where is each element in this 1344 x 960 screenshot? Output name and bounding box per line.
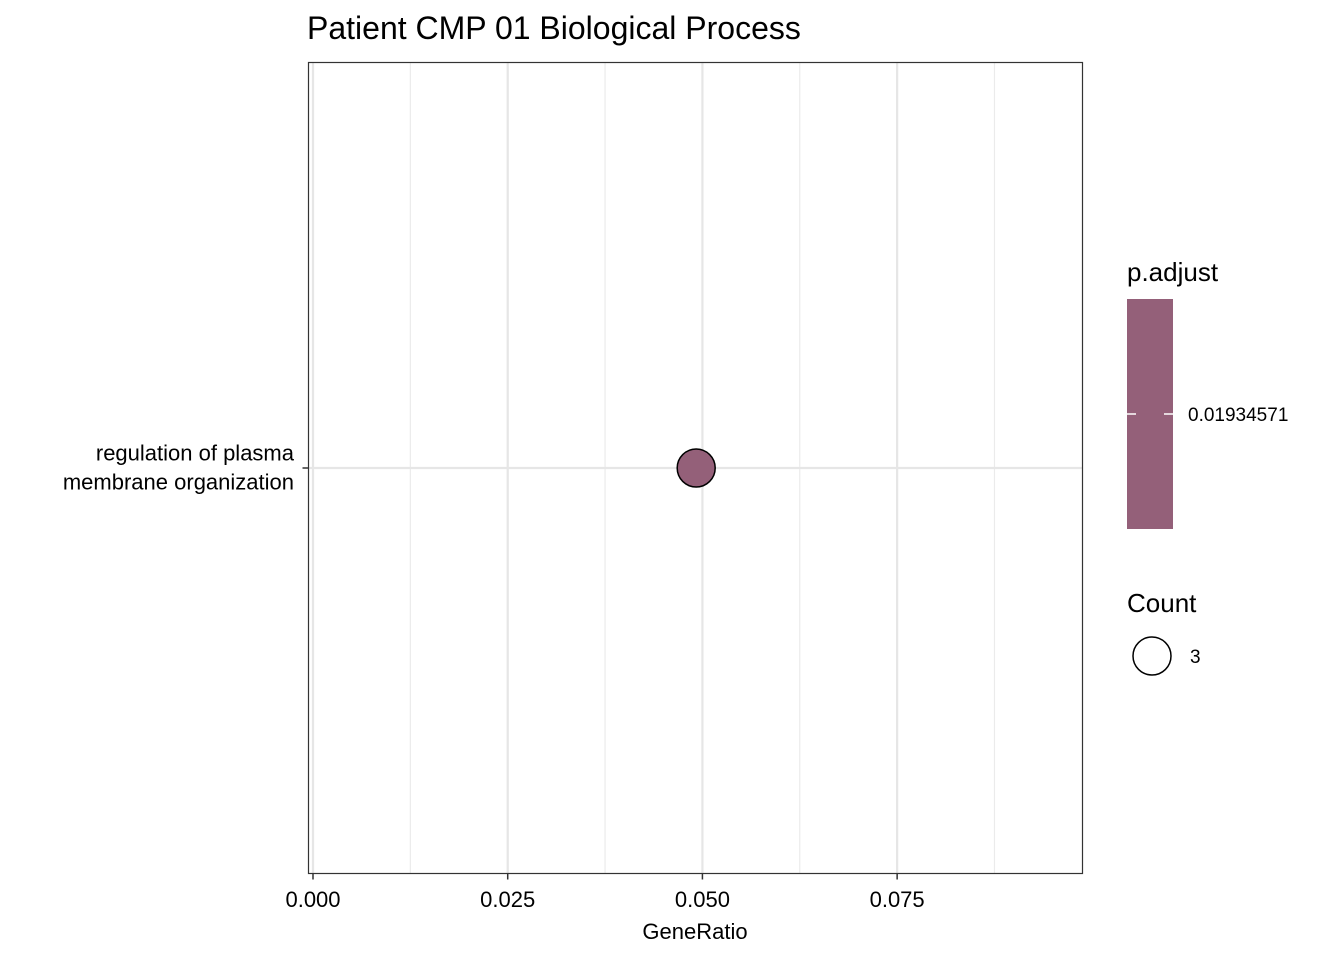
x-tick-label: 0.075 [870,887,925,912]
size-legend-title: Count [1127,588,1197,618]
y-tick-label-line: membrane organization [63,470,294,495]
grid-lines [308,62,1083,874]
data-points [676,448,716,488]
size-legend-label: 3 [1190,647,1201,668]
data-point [676,448,716,488]
y-axis: regulation of plasma membrane organizatio… [63,441,309,495]
x-tick-label: 0.000 [285,887,340,912]
chart-title: Patient CMP 01 Biological Process [307,10,801,46]
plot-panel [307,61,1084,875]
y-tick-label-line: regulation of plasma [96,441,295,466]
x-tick-label: 0.025 [480,887,535,912]
color-legend-label: 0.01934571 [1188,405,1288,426]
x-tick-label: 0.050 [675,887,730,912]
legend: p.adjust 0.01934571 Count 3 [1127,257,1288,676]
y-tick-label: regulation of plasma membrane organizatio… [63,441,295,495]
size-legend-circle [1132,636,1172,676]
x-axis-title: GeneRatio [642,919,747,944]
color-legend-title: p.adjust [1127,257,1219,287]
x-axis: 0.000 0.025 0.050 0.075 [285,873,925,912]
